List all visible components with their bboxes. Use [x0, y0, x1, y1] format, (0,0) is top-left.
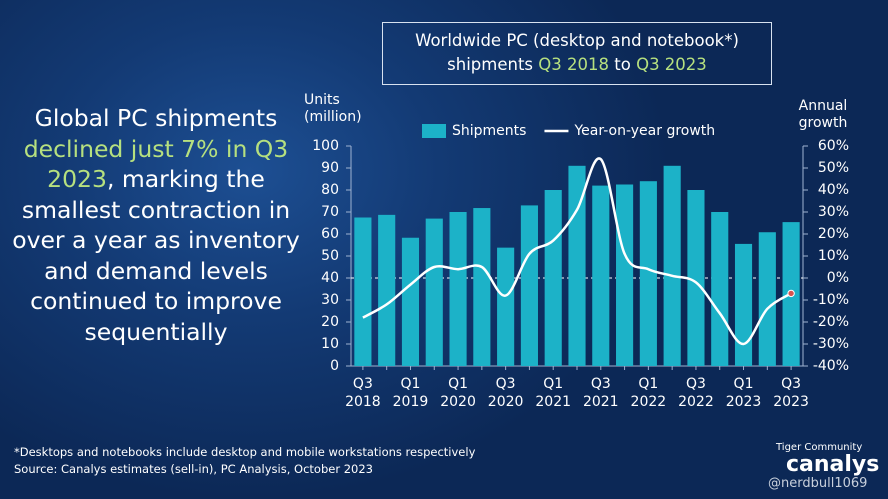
logo-tagline: Tiger Community: [776, 442, 863, 453]
footnotes: *Desktops and notebooks include desktop …: [14, 444, 475, 478]
title-highlight: Q3 2023: [636, 55, 707, 74]
y-tick-label: 30: [321, 292, 339, 308]
y2-tick-label: 50%: [818, 160, 849, 176]
legend-label: Year-on-year growth: [573, 123, 715, 139]
y2-tick-label: 0%: [827, 270, 849, 286]
y-axis-label: Units (million): [304, 92, 362, 125]
y-tick-label: 10: [321, 336, 339, 352]
bar: [639, 181, 657, 366]
y2-tick-label: 30%: [818, 204, 849, 220]
headline-text: Global PC shipments: [34, 104, 278, 132]
x-tick-label: Q1 2019: [392, 376, 429, 410]
y-tick-label: 90: [321, 160, 339, 176]
bar: [425, 218, 443, 366]
watermark: @nerdbull1069: [768, 476, 868, 491]
y-tick-label: 50: [321, 248, 339, 264]
title-text: shipments: [447, 55, 539, 74]
x-tick-label: Q3 2018: [345, 376, 381, 410]
logo-brand: canalys: [786, 452, 880, 477]
bar: [758, 232, 776, 366]
y2-axis-label: Annual growth: [798, 98, 848, 131]
x-tick-label: Q3 2021: [582, 376, 619, 410]
y-tick-label: 20: [321, 314, 339, 330]
headline: Global PC shipments declined just 7% in …: [10, 103, 302, 347]
bar: [616, 184, 634, 366]
y-tick-label: 100: [312, 138, 339, 154]
title-text: to: [609, 55, 637, 74]
growth-line: [362, 157, 792, 346]
legend-swatch: [422, 124, 446, 138]
headline-text: , marking the smallest contraction in ov…: [12, 165, 300, 346]
y2-tick-label: 60%: [818, 138, 849, 154]
bar: [378, 214, 396, 366]
chart-title: Worldwide PC (desktop and notebook*) shi…: [382, 22, 772, 85]
x-tick-label: Q3 2023: [773, 376, 809, 410]
bar: [354, 217, 372, 366]
x-tick-label: Q1 2021: [535, 376, 572, 410]
x-tick-label: Q1 2023: [725, 376, 762, 410]
y2-tick-label: -30%: [813, 336, 849, 352]
bar: [497, 247, 515, 366]
footnote: Source: Canalys estimates (sell-in), PC …: [14, 462, 373, 476]
bar: [520, 205, 538, 366]
x-tick-label: Q3 2020: [487, 376, 524, 410]
x-tick-label: Q3 2022: [678, 376, 714, 410]
title-line: shipments Q3 2018 to Q3 2023: [383, 53, 771, 77]
bar: [473, 208, 491, 366]
bar: [734, 243, 753, 366]
y-tick-label: 0: [330, 358, 339, 374]
bar: [544, 190, 562, 366]
y-tick-label: 70: [321, 204, 339, 220]
legend-label: Shipments: [452, 123, 526, 139]
bar: [687, 190, 705, 366]
y2-tick-label: -10%: [813, 292, 849, 308]
bar: [401, 237, 420, 366]
y2-tick-label: 40%: [818, 182, 849, 198]
y2-tick-label: -40%: [813, 358, 849, 374]
y2-tick-label: -20%: [813, 314, 849, 330]
title-highlight: Q3 2018: [538, 55, 610, 74]
x-tick-label: Q1 2020: [440, 376, 476, 410]
y-tick-label: 40: [321, 270, 339, 286]
bar: [449, 212, 467, 366]
headline-highlight: declined just 7% in Q3 2023: [23, 134, 289, 194]
end-point: [787, 289, 795, 298]
bar: [663, 165, 681, 366]
bar: [592, 185, 610, 366]
y2-tick-label: 10%: [818, 248, 849, 264]
bar: [711, 212, 729, 366]
y2-tick-label: 20%: [818, 226, 849, 242]
x-tick-label: Q1 2022: [630, 376, 667, 410]
y-tick-label: 80: [321, 182, 339, 198]
y-tick-label: 60: [321, 226, 339, 242]
footnote: *Desktops and notebooks include desktop …: [14, 445, 476, 459]
title-line: Worldwide PC (desktop and notebook*): [415, 31, 739, 50]
